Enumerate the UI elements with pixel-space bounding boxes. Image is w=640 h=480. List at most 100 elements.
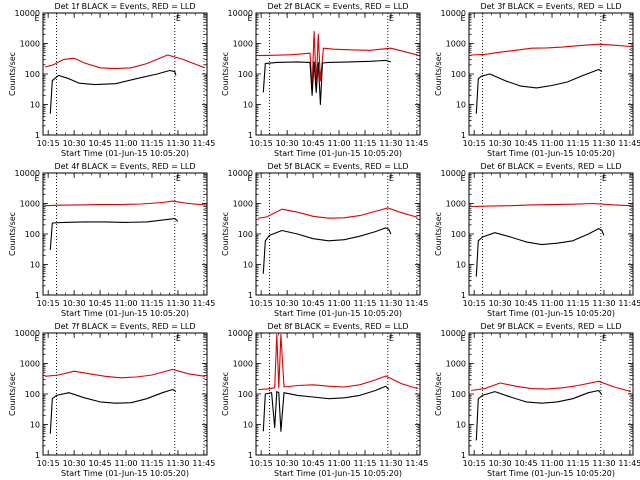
x-tick-label: 10:45	[515, 139, 538, 148]
y-tick-label: 10	[243, 421, 253, 430]
flag-letter: E	[34, 14, 39, 23]
flag-letter: E	[34, 334, 39, 343]
chart-title: Det 1f BLACK = Events, RED = LLD	[54, 2, 195, 11]
flag-letter: E	[247, 334, 252, 343]
y-tick-label: 100	[25, 70, 40, 79]
x-tick-label: 10:45	[302, 459, 325, 468]
chart-panel: Det 4f BLACK = Events, RED = LLD 1 10 100 10…	[8, 162, 215, 318]
x-tick-label: 10:30	[63, 299, 86, 308]
flag-letter: E	[247, 14, 252, 23]
y-tick-label: 1000	[233, 360, 253, 369]
chart-panel: Det 1f BLACK = Events, RED = LLD 1 10 100 10…	[8, 2, 215, 158]
x-tick-label: 11:15	[353, 299, 376, 308]
x-tick-label: 11:00	[115, 459, 138, 468]
x-tick-label: 10:30	[276, 459, 299, 468]
chart-title: Det 3f BLACK = Events, RED = LLD	[480, 2, 621, 11]
y-axis-label: Counts/sec	[434, 372, 443, 416]
y-tick-label: 1	[461, 131, 466, 140]
y-tick-label: 100	[451, 390, 466, 399]
y-tick-label: 100	[238, 230, 253, 239]
chart-title: Det 8f BLACK = Events, RED = LLD	[267, 322, 408, 331]
x-tick-label: 11:00	[328, 299, 351, 308]
y-tick-label: 100	[238, 70, 253, 79]
y-tick-label: 10	[243, 101, 253, 110]
flag-letter: E	[176, 14, 181, 23]
x-tick-label: 10:45	[89, 139, 112, 148]
events-series-line	[49, 218, 179, 250]
x-tick-label: 11:00	[115, 139, 138, 148]
x-tick-label: 10:30	[276, 139, 299, 148]
x-tick-label: 11:30	[379, 299, 402, 308]
events-series-line	[475, 389, 603, 441]
plot-frame	[468, 172, 634, 296]
x-tick-label: 10:30	[276, 299, 299, 308]
y-axis-label: Counts/sec	[434, 212, 443, 256]
x-tick-label: 11:45	[192, 459, 215, 468]
y-tick-label: 10	[30, 101, 40, 110]
x-tick-label: 10:30	[489, 459, 512, 468]
x-tick-label: 11:30	[166, 459, 189, 468]
y-tick-label: 1000	[20, 40, 40, 49]
x-tick-label: 10:15	[37, 459, 60, 468]
flag-letter: E	[176, 174, 181, 183]
x-tick-label: 11:15	[566, 299, 589, 308]
y-tick-label: 10000	[441, 329, 466, 338]
x-tick-label: 11:30	[592, 139, 615, 148]
plot-frame	[468, 332, 634, 456]
x-tick-label: 11:45	[405, 299, 428, 308]
y-tick-label: 100	[25, 230, 40, 239]
flag-letter: E	[460, 174, 465, 183]
x-tick-label: 10:15	[250, 459, 273, 468]
x-axis-label: Start Time (01-Jun-15 10:05:20)	[274, 469, 402, 478]
x-tick-label: 11:45	[405, 459, 428, 468]
plot-frame	[468, 12, 634, 136]
y-axis-label: Counts/sec	[8, 212, 17, 256]
x-tick-label: 11:15	[353, 459, 376, 468]
lld-series-line	[471, 380, 632, 393]
y-tick-label: 1	[248, 451, 253, 460]
flag-letter: E	[602, 334, 607, 343]
x-axis-label: Start Time (01-Jun-15 10:05:20)	[487, 469, 615, 478]
flag-letter: E	[602, 14, 607, 23]
y-tick-label: 10000	[15, 9, 40, 18]
y-tick-label: 10000	[15, 329, 40, 338]
x-tick-label: 11:30	[379, 459, 402, 468]
y-tick-label: 1000	[233, 40, 253, 49]
y-tick-label: 10	[456, 101, 466, 110]
x-tick-label: 11:00	[541, 299, 564, 308]
x-axis-label: Start Time (01-Jun-15 10:05:20)	[274, 309, 402, 318]
events-series-line	[262, 227, 392, 274]
y-tick-label: 100	[238, 390, 253, 399]
y-tick-label: 1	[35, 451, 40, 460]
events-series-line	[475, 228, 605, 277]
chart-panel: Det 5f BLACK = Events, RED = LLD 1 10 100 10…	[221, 162, 428, 318]
plot-frame	[42, 12, 208, 136]
y-tick-label: 1	[248, 131, 253, 140]
x-axis-label: Start Time (01-Jun-15 10:05:20)	[61, 469, 189, 478]
x-axis-label: Start Time (01-Jun-15 10:05:20)	[274, 149, 402, 158]
flag-letter: E	[247, 174, 252, 183]
x-tick-label: 11:45	[618, 139, 640, 148]
y-tick-label: 1000	[20, 360, 40, 369]
lld-series-line	[258, 207, 419, 219]
y-tick-label: 10000	[228, 169, 253, 178]
y-tick-label: 10	[30, 421, 40, 430]
chart-panel: Det 7f BLACK = Events, RED = LLD 1 10 100 10…	[8, 322, 215, 478]
chart-panel: Det 2f BLACK = Events, RED = LLD 1 10 100 10…	[221, 2, 428, 158]
x-tick-label: 10:30	[489, 139, 512, 148]
x-tick-label: 10:30	[489, 299, 512, 308]
x-tick-label: 11:45	[618, 459, 640, 468]
x-tick-label: 11:00	[328, 139, 351, 148]
x-tick-label: 11:00	[541, 459, 564, 468]
chart-title: Det 5f BLACK = Events, RED = LLD	[267, 162, 408, 171]
y-tick-label: 10	[243, 261, 253, 270]
y-tick-label: 10000	[441, 169, 466, 178]
x-tick-label: 10:15	[37, 299, 60, 308]
y-tick-label: 1000	[233, 200, 253, 209]
flag-letter: E	[176, 334, 181, 343]
x-axis-label: Start Time (01-Jun-15 10:05:20)	[487, 149, 615, 158]
y-tick-label: 1	[35, 291, 40, 300]
x-tick-label: 11:45	[405, 139, 428, 148]
y-tick-label: 100	[451, 230, 466, 239]
